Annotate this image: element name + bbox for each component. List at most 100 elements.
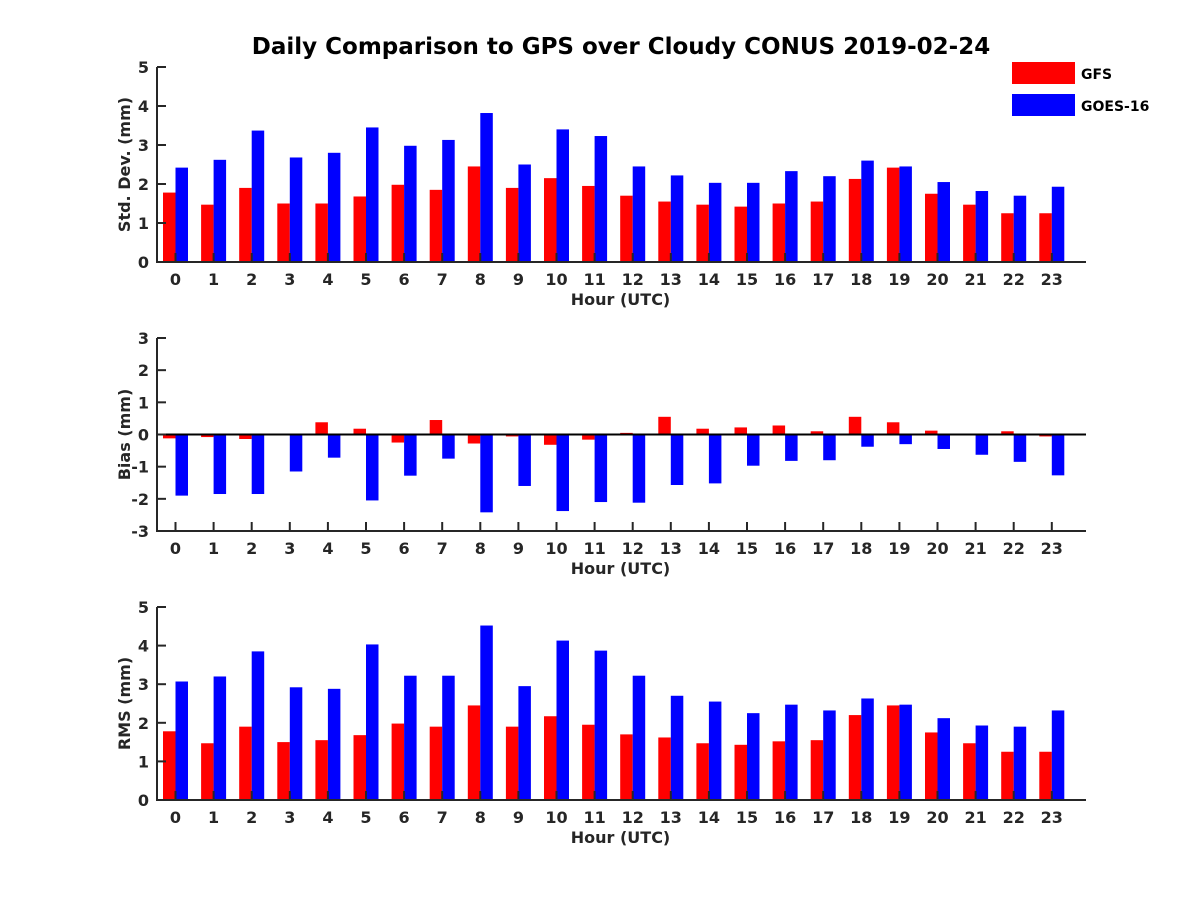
bar-goes16-hour-0	[175, 681, 188, 800]
bar-gfs-hour-22	[1001, 213, 1014, 262]
legend-swatch-goes16	[1012, 94, 1075, 116]
bar-goes16-hour-7	[442, 675, 455, 800]
x-tick-label: 12	[622, 270, 644, 289]
y-tick-label: 5	[138, 598, 149, 617]
y-tick-label: 3	[138, 329, 149, 348]
x-tick-label: 9	[513, 270, 524, 289]
x-tick-label: 8	[475, 270, 486, 289]
x-tick-label: 8	[475, 539, 486, 558]
bar-goes16-hour-13	[670, 695, 684, 800]
x-tick-label: 23	[1041, 270, 1063, 289]
x-tick-label: 5	[360, 539, 371, 558]
bar-gfs-hour-2	[239, 187, 252, 262]
x-tick-label: 16	[774, 270, 796, 289]
bar-gfs-hour-17	[810, 431, 824, 435]
legend-label-goes16: GOES-16	[1081, 99, 1149, 115]
x-tick-label: 6	[399, 808, 410, 827]
x-tick-label: 13	[660, 808, 682, 827]
y-tick-label: -3	[131, 522, 149, 541]
bar-gfs-hour-19	[886, 167, 900, 262]
bar-goes16-hour-10	[556, 434, 569, 512]
bar-goes16-hour-20	[937, 182, 950, 262]
bar-goes16-hour-11	[594, 136, 608, 262]
bar-goes16-hour-14	[708, 182, 722, 262]
y-tick-label: 5	[138, 58, 149, 77]
x-tick-label: 0	[170, 808, 181, 827]
bar-goes16-hour-19	[899, 166, 912, 262]
bar-gfs-hour-0	[163, 731, 176, 800]
bar-goes16-hour-16	[785, 704, 798, 800]
bar-gfs-hour-21	[963, 743, 976, 800]
x-tick-label: 22	[1003, 270, 1025, 289]
bar-goes16-hour-17	[823, 176, 836, 262]
bar-goes16-hour-12	[632, 166, 646, 262]
y-tick-label: 0	[138, 253, 149, 272]
bar-gfs-hour-9	[505, 187, 519, 262]
bar-goes16-hour-1	[213, 676, 227, 800]
bar-gfs-hour-8	[467, 705, 481, 800]
bar-gfs-hour-13	[658, 416, 671, 435]
bar-gfs-hour-3	[277, 742, 290, 800]
x-tick-label: 15	[736, 539, 758, 558]
bar-gfs-hour-4	[315, 422, 328, 435]
x-tick-label: 21	[964, 808, 986, 827]
bar-gfs-hour-16	[772, 203, 786, 262]
bar-goes16-hour-14	[708, 701, 722, 800]
bar-gfs-hour-2	[239, 726, 252, 800]
bar-goes16-hour-23	[1051, 186, 1065, 262]
bar-goes16-hour-5	[366, 644, 379, 800]
x-tick-label: 16	[774, 539, 796, 558]
x-tick-label: 19	[888, 270, 910, 289]
x-tick-label: 20	[926, 808, 948, 827]
bar-gfs-hour-10	[544, 434, 557, 445]
y-axis-label: RMS (mm)	[115, 657, 134, 750]
bar-gfs-hour-2	[239, 434, 252, 439]
bar-goes16-hour-4	[327, 688, 341, 800]
x-tick-label: 11	[583, 270, 605, 289]
bar-goes16-hour-23	[1051, 434, 1065, 476]
bar-goes16-hour-6	[404, 145, 417, 262]
x-tick-label: 10	[545, 270, 567, 289]
bar-gfs-hour-3	[277, 203, 290, 262]
bar-gfs-hour-14	[696, 743, 709, 800]
y-tick-label: 0	[138, 791, 149, 810]
x-tick-label: 6	[399, 539, 410, 558]
x-tick-label: 15	[736, 808, 758, 827]
x-tick-label: 1	[208, 808, 219, 827]
bar-gfs-hour-18	[848, 715, 862, 800]
x-tick-label: 14	[698, 539, 720, 558]
x-tick-label: 1	[208, 539, 219, 558]
bar-gfs-hour-16	[772, 425, 786, 435]
bar-gfs-hour-11	[582, 185, 595, 262]
x-axis-label: Hour (UTC)	[571, 290, 671, 309]
bar-goes16-hour-22	[1013, 195, 1027, 262]
bar-gfs-hour-19	[886, 422, 900, 435]
bar-gfs-hour-7	[429, 726, 443, 800]
x-tick-label: 3	[284, 539, 295, 558]
bar-goes16-hour-9	[518, 434, 531, 486]
y-tick-label: 2	[138, 714, 149, 733]
bar-goes16-hour-1	[213, 434, 227, 495]
bar-gfs-hour-1	[201, 204, 214, 262]
x-tick-label: 3	[284, 270, 295, 289]
x-tick-label: 2	[246, 808, 257, 827]
x-tick-label: 13	[660, 539, 682, 558]
bar-goes16-hour-18	[861, 434, 874, 447]
bar-gfs-hour-13	[658, 737, 671, 800]
bar-goes16-hour-7	[442, 434, 455, 459]
x-tick-label: 22	[1003, 808, 1025, 827]
bar-goes16-hour-21	[975, 434, 989, 455]
bar-goes16-hour-5	[366, 127, 379, 262]
bar-goes16-hour-16	[785, 434, 798, 461]
bar-goes16-hour-8	[480, 434, 493, 513]
bar-gfs-hour-12	[620, 734, 633, 800]
bar-goes16-hour-0	[175, 167, 188, 262]
x-tick-label: 2	[246, 539, 257, 558]
bar-goes16-hour-17	[823, 710, 836, 800]
bar-goes16-hour-22	[1013, 434, 1027, 462]
bar-gfs-hour-14	[696, 428, 709, 435]
bar-goes16-hour-20	[937, 434, 950, 449]
x-tick-label: 6	[399, 270, 410, 289]
